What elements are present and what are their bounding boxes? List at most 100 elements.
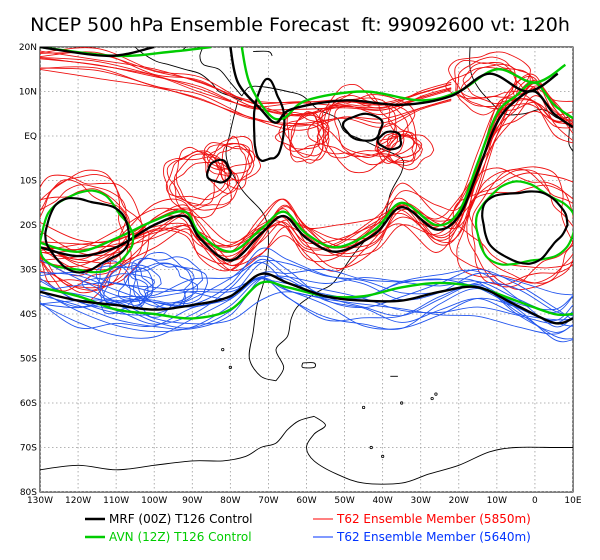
red-ensemble-contour: [283, 114, 330, 157]
red-ensemble-contour: [40, 110, 573, 267]
blue-ensemble-contour: [131, 256, 203, 310]
blue-ensemble-contour: [40, 255, 573, 321]
red-ensemble-contour: [40, 66, 452, 131]
red-ensemble-contour: [454, 59, 518, 116]
blue-ensemble-contour: [95, 264, 162, 309]
coastline: [241, 85, 405, 382]
red-ensemble-contour: [40, 179, 130, 292]
coastline: [253, 50, 273, 57]
blue-ensemble-contour: [81, 273, 155, 303]
island: [400, 401, 404, 405]
mrf-north-contour: [40, 47, 155, 58]
avn-north-contour: [240, 47, 567, 121]
latitude-label: 10N: [19, 88, 37, 98]
control-closed-contour: [205, 158, 232, 184]
red-ensemble-contour: [319, 94, 416, 157]
red-ensemble-contour: [307, 97, 399, 158]
red-ensemble-contour: [220, 135, 247, 182]
latitude-label: 70S: [20, 444, 37, 454]
mrf-north-contour: [229, 47, 559, 124]
avn-5640-contour: [40, 280, 573, 320]
longitude-labels: 130W 120W 110W 100W 90W 80W 70W 60W 50W 40W 30W 20W…: [27, 496, 582, 506]
coastline: [301, 362, 316, 369]
coastline: [225, 100, 277, 382]
longitude-label: 20W: [449, 496, 469, 506]
red-ensemble-contour: [286, 111, 325, 158]
longitude-label: 50W: [334, 496, 354, 506]
longitude-label: 110W: [103, 496, 129, 506]
latitude-label: 20N: [19, 43, 37, 53]
latitude-label: 20S: [20, 221, 37, 231]
control-closed-contour: [341, 112, 384, 142]
red-ensemble-contour: [456, 169, 573, 284]
red-ensemble-contour: [274, 123, 321, 150]
avn-5850-contour: [40, 81, 573, 253]
control-closed-contour: [40, 189, 135, 274]
red-ensemble-contour: [40, 50, 452, 109]
legend-label: T62 Ensemble Member (5850m): [336, 512, 531, 526]
map-title: NCEP 500 hPa Ensemble Forecast ft: 99092…: [30, 14, 570, 36]
longitude-label: 30W: [411, 496, 431, 506]
mrf-5640-contour: [40, 272, 573, 325]
control-closed-contour: [376, 130, 403, 151]
blue-ensemble-contour: [133, 258, 194, 318]
red-ensemble-contour: [40, 51, 452, 117]
blue-ensemble-contour: [40, 277, 573, 333]
longitude-label: 90W: [182, 496, 202, 506]
longitude-label: 130W: [27, 496, 53, 506]
island: [381, 454, 385, 458]
island: [221, 347, 225, 352]
red-ensemble-contour: [40, 56, 452, 109]
blue-ensemble-contour: [127, 252, 208, 311]
red-ensemble-contour: [456, 56, 534, 100]
red-ensemble-contour: [175, 146, 226, 207]
legend: MRF (00Z) T126 Control AVN (12Z) T126 Con…: [85, 512, 531, 544]
latitude-label: 80S: [20, 488, 37, 498]
coastline: [306, 415, 573, 485]
red-ensemble-contour: [173, 153, 240, 211]
legend-label: T62 Ensemble Member (5640m): [336, 530, 531, 544]
latitude-label: 50S: [20, 355, 37, 365]
red-ensemble-contour: [448, 166, 573, 291]
latitude-label: 30S: [20, 266, 37, 276]
red-ensemble-contour: [40, 52, 452, 116]
red-ensemble-contour: [207, 135, 261, 181]
legend-label: MRF (00Z) T126 Control: [109, 512, 253, 526]
island: [434, 392, 438, 396]
control-contours: [40, 47, 573, 325]
red-ensemble-contour: [471, 168, 573, 285]
red-ensemble-contour: [466, 167, 573, 288]
control-closed-contour: [252, 77, 286, 163]
red-ensemble-contour: [40, 85, 573, 261]
red-ensemble-contour: [376, 135, 415, 164]
latitude-labels: 20N 10N EQ 10S 20S 30S 40S 50S 60S 70S 80S: [19, 43, 37, 498]
longitude-label: 40W: [372, 496, 392, 506]
control-closed-contour: [44, 196, 131, 274]
red-ensemble-contour: [40, 101, 573, 248]
red-ensemble-contour: [40, 97, 573, 252]
control-closed-contour: [481, 190, 569, 265]
longitude-label: 120W: [65, 496, 91, 506]
latitude-label: 40S: [20, 310, 37, 320]
latitude-label: 10S: [20, 177, 37, 187]
island: [362, 405, 366, 410]
latitude-label: 60S: [20, 399, 37, 409]
longitude-label: 0: [532, 496, 538, 506]
blue-ensemble-contour: [40, 275, 573, 322]
longitude-label: 60W: [296, 496, 316, 506]
red-ensemble-contour: [207, 142, 251, 175]
red-ensemble-contour: [278, 114, 330, 152]
red-ensemble-contour: [375, 123, 418, 164]
island: [228, 365, 232, 369]
longitude-label: 10E: [564, 496, 581, 506]
island: [369, 445, 373, 450]
legend-label: AVN (12Z) T126 Control: [109, 530, 252, 544]
blue-ensemble-contour: [40, 268, 573, 313]
coastline: [211, 34, 249, 43]
island: [430, 396, 434, 401]
blue-ensemble-contour: [118, 262, 198, 304]
red-ensemble-contour: [169, 161, 232, 211]
longitude-label: 10W: [487, 496, 507, 506]
coastline: [40, 415, 315, 471]
